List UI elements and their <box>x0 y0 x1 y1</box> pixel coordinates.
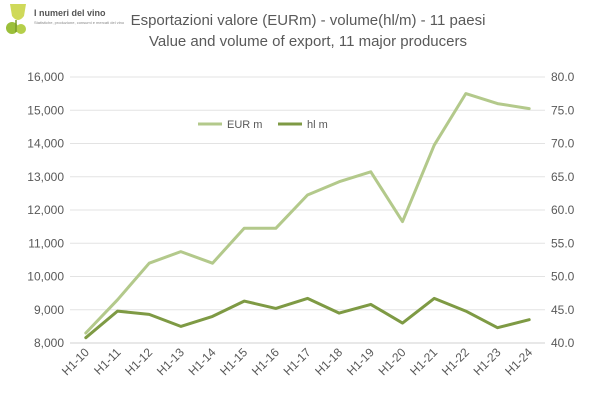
y-right-tick-label: 80.0 <box>551 70 575 84</box>
x-tick-label: H1-20 <box>376 345 409 378</box>
x-tick-label: H1-19 <box>344 345 377 378</box>
series-line-1 <box>84 296 531 340</box>
y-left-tick-label: 15,000 <box>27 103 64 117</box>
x-tick-label: H1-15 <box>217 345 250 378</box>
y-right-tick-label: 45.0 <box>551 303 575 317</box>
y-right-tick-label: 40.0 <box>551 336 575 350</box>
y-left-tick-label: 10,000 <box>27 270 64 284</box>
y-right-tick-label: 70.0 <box>551 137 575 151</box>
y-right-tick-label: 50.0 <box>551 270 575 284</box>
logo-subtitle: Statistiche, produzione, consumi e merca… <box>34 20 125 25</box>
x-tick-label: H1-21 <box>407 345 440 378</box>
x-tick-label: H1-11 <box>91 345 124 378</box>
legend-label: EUR m <box>227 119 262 131</box>
chart-subtitle: Value and volume of export, 11 major pro… <box>149 33 467 50</box>
y-left-tick-label: 14,000 <box>27 137 64 151</box>
legend-label: hl m <box>307 119 328 131</box>
x-tick-label: H1-12 <box>122 345 155 378</box>
y-left-tick-label: 9,000 <box>34 303 64 317</box>
x-tick-label: H1-16 <box>249 345 282 378</box>
x-tick-label: H1-23 <box>471 345 504 378</box>
y-right-tick-label: 65.0 <box>551 170 575 184</box>
x-tick-label: H1-17 <box>281 345 314 378</box>
wine-glass-icon <box>6 4 26 34</box>
chart-title: Esportazioni valore (EURm) - volume(hl/m… <box>130 12 486 29</box>
y-right-tick-label: 55.0 <box>551 236 575 250</box>
x-tick-label: H1-24 <box>502 345 535 378</box>
y-left-tick-label: 11,000 <box>28 236 64 250</box>
y-left-tick-label: 12,000 <box>27 203 64 217</box>
x-tick-label: H1-22 <box>439 345 472 378</box>
x-tick-label: H1-18 <box>312 345 345 378</box>
logo: I numeri del vino Statistiche, produzion… <box>4 2 124 42</box>
y-left-tick-label: 13,000 <box>27 170 64 184</box>
y-left-tick-label: 8,000 <box>34 336 64 350</box>
x-tick-label: H1-14 <box>186 345 219 378</box>
y-right-tick-label: 75.0 <box>551 103 575 117</box>
y-left-tick-label: 16,000 <box>27 70 64 84</box>
x-tick-label: H1-13 <box>154 345 187 378</box>
logo-title: I numeri del vino <box>34 8 106 18</box>
y-right-tick-label: 60.0 <box>551 203 575 217</box>
